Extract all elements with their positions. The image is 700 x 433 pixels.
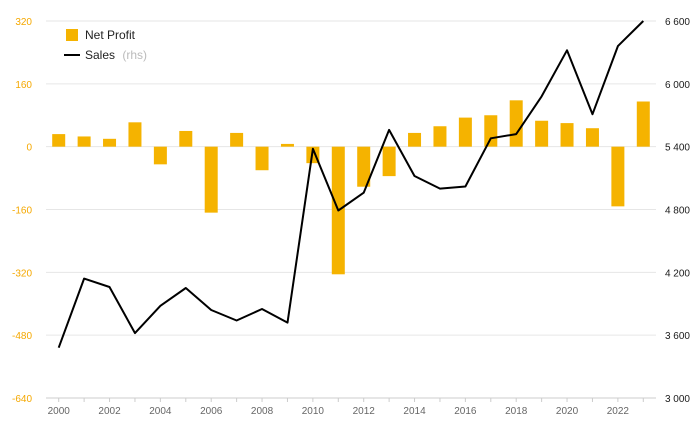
y-right-tick-label: 5 400 bbox=[665, 143, 690, 154]
legend-net-profit-swatch bbox=[66, 29, 78, 41]
x-tick-label: 2000 bbox=[48, 406, 71, 417]
net-profit-bar bbox=[128, 122, 142, 147]
x-tick-label: 2020 bbox=[556, 406, 579, 417]
x-tick-label: 2012 bbox=[353, 406, 376, 417]
legend-sales-label: Sales bbox=[85, 48, 115, 62]
net-profit-bar bbox=[535, 120, 549, 147]
net-profit-bar bbox=[408, 132, 422, 147]
x-tick-label: 2006 bbox=[200, 406, 223, 417]
y-left-tick-label: -640 bbox=[12, 394, 32, 405]
net-profit-bar bbox=[636, 101, 650, 147]
y-left-tick-label: -160 bbox=[12, 206, 32, 217]
legend: Net Profit Sales (rhs) bbox=[64, 28, 147, 62]
y-right-tick-label: 6 600 bbox=[665, 17, 690, 28]
x-tick-label: 2018 bbox=[505, 406, 528, 417]
net-profit-bar bbox=[77, 136, 91, 147]
y-right-tick-label: 4 200 bbox=[665, 268, 690, 279]
x-tick-label: 2022 bbox=[607, 406, 630, 417]
net-profit-bar bbox=[458, 117, 472, 147]
net-profit-bar bbox=[52, 134, 66, 147]
net-profit-bar bbox=[382, 146, 396, 177]
net-profit-bars bbox=[52, 100, 650, 275]
legend-sales-suffix: (rhs) bbox=[122, 48, 147, 62]
x-tick-label: 2014 bbox=[403, 406, 426, 417]
x-tick-label: 2008 bbox=[251, 406, 274, 417]
gridlines bbox=[46, 20, 656, 336]
net-profit-bar bbox=[255, 146, 269, 171]
net-profit-bar bbox=[484, 115, 498, 147]
sales-line bbox=[57, 20, 645, 349]
net-profit-bar bbox=[103, 138, 117, 147]
y-left-tick-label: -480 bbox=[12, 331, 32, 342]
net-profit-bar bbox=[509, 100, 523, 147]
y-right-tick-label: 6 000 bbox=[665, 80, 690, 91]
y-left-tick-label: 160 bbox=[15, 80, 32, 91]
y-right-tick-label: 4 800 bbox=[665, 206, 690, 217]
sales-line-layer bbox=[57, 20, 645, 349]
x-tick-label: 2016 bbox=[454, 406, 477, 417]
legend-sales-text: Sales (rhs) bbox=[85, 48, 147, 62]
axes: 320 6 600 160 6 000 0 5 400 -160 4 800 -320 4 200… bbox=[12, 17, 690, 417]
y-left-tick-label: 0 bbox=[26, 143, 32, 154]
net-profit-bar bbox=[230, 132, 244, 147]
x-tick-label: 2004 bbox=[149, 406, 172, 417]
y-left-tick-label: -320 bbox=[12, 268, 32, 279]
y-left-tick-label: 320 bbox=[15, 17, 32, 28]
net-profit-bar bbox=[153, 146, 167, 165]
net-profit-bar bbox=[204, 146, 218, 213]
y-right-tick-label: 3 600 bbox=[665, 331, 690, 342]
y-right-tick-label: 3 000 bbox=[665, 394, 690, 405]
net-profit-bar bbox=[433, 126, 447, 147]
net-profit-bar bbox=[611, 146, 625, 207]
net-profit-bar bbox=[357, 146, 371, 187]
net-profit-bar bbox=[179, 130, 193, 147]
net-profit-bar bbox=[585, 128, 599, 147]
x-tick-label: 2002 bbox=[98, 406, 121, 417]
net-profit-bar bbox=[560, 123, 574, 147]
legend-net-profit-label: Net Profit bbox=[85, 28, 136, 42]
x-tick-label: 2010 bbox=[302, 406, 325, 417]
net-profit-bar bbox=[280, 143, 294, 147]
